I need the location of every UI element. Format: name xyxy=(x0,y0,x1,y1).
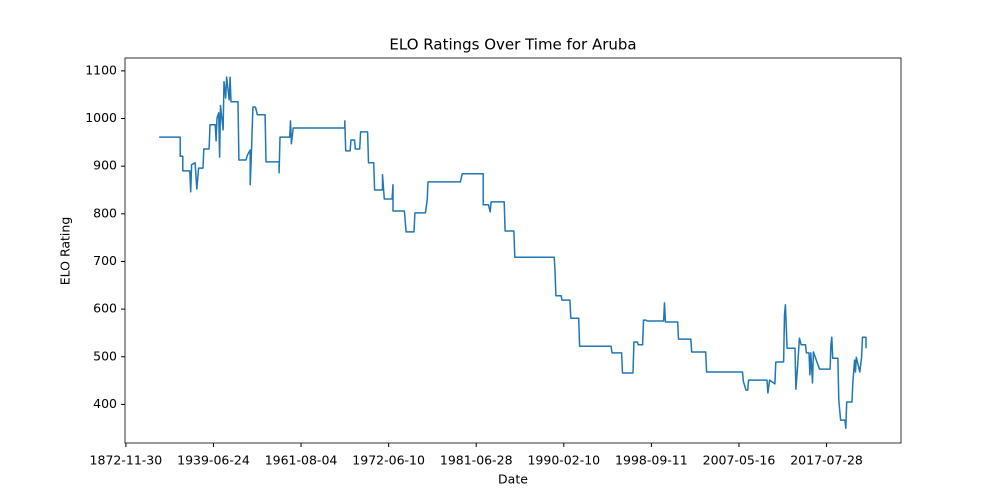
y-tick-label: 500 xyxy=(93,348,117,363)
x-axis-label: Date xyxy=(498,472,528,487)
chart-title: ELO Ratings Over Time for Aruba xyxy=(389,36,636,54)
x-tick-label: 1972-06-10 xyxy=(352,453,425,468)
y-tick-label: 1100 xyxy=(85,62,117,77)
y-axis-label: ELO Rating xyxy=(58,217,73,286)
x-tick-label: 1961-08-04 xyxy=(265,453,338,468)
plot-frame xyxy=(124,57,902,444)
x-tick-label: 1872-11-30 xyxy=(90,453,163,468)
y-tick-label: 700 xyxy=(93,253,117,268)
y-tick-label: 600 xyxy=(93,301,117,316)
y-tick-label: 800 xyxy=(93,205,117,220)
x-tick-label: 1981-06-28 xyxy=(440,453,513,468)
y-tick-label: 900 xyxy=(93,158,117,173)
y-tick-label: 1000 xyxy=(85,110,117,125)
x-tick-label: 1990-02-10 xyxy=(527,453,600,468)
line xyxy=(159,76,867,429)
x-tick-label: 1939-06-24 xyxy=(177,453,250,468)
x-tick-label: 1998-09-11 xyxy=(615,453,688,468)
x-tick-label: 2007-05-16 xyxy=(703,453,776,468)
x-tick-label: 2017-07-28 xyxy=(790,453,863,468)
y-tick-label: 400 xyxy=(93,396,117,411)
